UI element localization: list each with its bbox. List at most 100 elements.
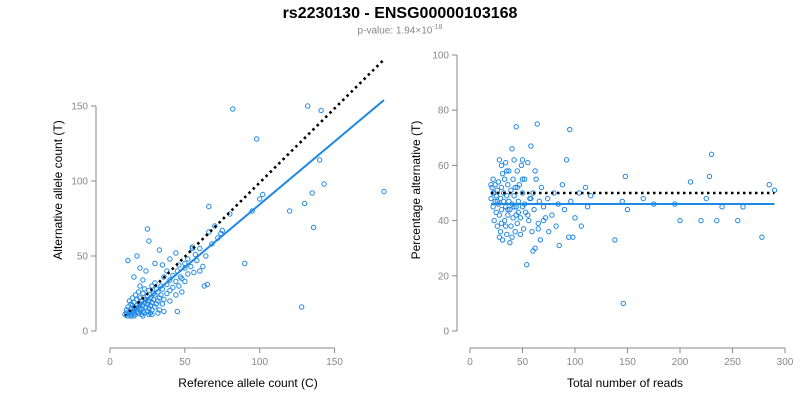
chart-left-data-point xyxy=(150,290,157,297)
chart-left-data-point xyxy=(156,307,163,313)
chart-left-data-point xyxy=(161,274,167,280)
chart-right-data-point xyxy=(517,215,524,221)
chart-left-data-point xyxy=(135,289,142,295)
chart-left-data-point xyxy=(309,190,315,196)
chart-right-data-point xyxy=(498,184,505,191)
chart-right-data-point xyxy=(532,168,538,174)
chart-right-data-point xyxy=(501,217,508,224)
chart-left-data-point xyxy=(161,296,167,303)
chart-right-data-point xyxy=(506,168,512,174)
p-value-subtitle: p-value: 1.94×10-18 xyxy=(0,24,800,36)
chart-right-data-point xyxy=(687,179,694,185)
chart-right-data-point xyxy=(499,170,506,177)
chart-left-data-point xyxy=(192,251,199,258)
chart-left-data-point xyxy=(260,191,266,198)
chart-right-data-point xyxy=(735,217,741,224)
chart-left-data-point xyxy=(301,200,308,207)
chart-left-data-point xyxy=(152,260,158,267)
chart-right-data-point xyxy=(525,212,531,218)
chart-left-data-point xyxy=(144,301,151,307)
chart-left-data-point xyxy=(316,157,323,163)
chart-left-data-point xyxy=(242,260,248,267)
chart-left-data-point xyxy=(144,226,151,232)
chart-left-data-point xyxy=(128,301,134,307)
chart-right-data-point xyxy=(519,190,526,196)
chart-right-data-point xyxy=(537,237,544,243)
chart-right-data-point xyxy=(545,195,551,202)
chart-right-y-tick-label: 100 xyxy=(432,51,449,62)
chart-left-data-point xyxy=(128,313,134,319)
chart-left-data-point xyxy=(134,253,140,259)
chart-right-data-point xyxy=(535,220,541,227)
chart-right-data-point xyxy=(512,228,518,235)
chart-left-data-point xyxy=(137,265,143,271)
chart-right-data-point xyxy=(546,228,552,235)
chart-right-data-point xyxy=(708,151,715,158)
chart-left-data-point xyxy=(185,256,191,262)
chart-left-data-point xyxy=(138,311,145,318)
chart-left-data-point xyxy=(286,208,293,214)
chart-right-data-point xyxy=(519,176,526,182)
chart-left-data-point xyxy=(155,310,161,316)
chart-right-data-point xyxy=(561,206,568,213)
chart-right-data-point xyxy=(524,262,530,268)
chart-right-data-point xyxy=(540,204,547,210)
chart-right-data-point xyxy=(504,193,510,199)
chart-left-data-point xyxy=(155,298,161,304)
chart-left-data-point xyxy=(254,136,260,142)
chart-right-data-point xyxy=(567,126,573,133)
chart-left-data-point xyxy=(167,256,173,262)
chart-right-data-point xyxy=(556,242,562,249)
chart-right-data-point xyxy=(511,157,517,163)
chart-left-data-point xyxy=(129,295,136,301)
chart-left-data-point xyxy=(156,295,163,301)
chart-left-data-point xyxy=(131,313,137,319)
chart-left-data-point xyxy=(132,292,139,298)
chart-left-y-tick-label: 50 xyxy=(77,252,89,263)
chart-right-data-point xyxy=(568,198,574,204)
chart-right-data-point xyxy=(622,173,629,180)
chart-left-x-axis-title: Reference allele count (C) xyxy=(178,376,317,390)
chart-left-data-point xyxy=(149,311,155,318)
chart-right-data-point xyxy=(510,215,516,221)
chart-left-data-point xyxy=(156,247,163,253)
chart-left-data-point xyxy=(201,283,208,289)
chart-left-data-point xyxy=(164,268,170,274)
chart-left-data-point xyxy=(185,271,191,277)
chart-right-data-point xyxy=(497,228,504,235)
chart-left-data-point xyxy=(188,263,194,270)
chart-left-data-point xyxy=(304,103,311,109)
chart-left-data-point xyxy=(173,250,179,256)
chart-right-data-point xyxy=(500,198,507,204)
chart-right-x-axis-title: Total number of reads xyxy=(567,376,683,390)
chart-left-data-point xyxy=(204,281,211,288)
chart-right-data-point xyxy=(513,212,519,218)
chart-right-data-point xyxy=(529,228,535,235)
chart-left-data-point xyxy=(143,304,149,310)
chart-right-x-tick-label: 0 xyxy=(467,357,473,368)
chart-right-data-point xyxy=(496,212,503,218)
chart-left-data-point xyxy=(173,278,179,285)
chart-left-data-point xyxy=(230,106,236,112)
chart-left-data-point xyxy=(197,245,203,252)
page-title: rs2230130 - ENSG00000103168 xyxy=(282,5,518,22)
chart-right-data-point xyxy=(505,182,511,188)
chart-left-data-point xyxy=(131,299,137,306)
chart-right-data-point xyxy=(509,234,515,240)
chart-right-data-point xyxy=(510,176,516,182)
chart-left-data-point xyxy=(147,302,154,309)
chart-left-data-point xyxy=(167,277,173,283)
chart-right-data-point xyxy=(528,195,534,202)
chart-left-y-tick-label: 100 xyxy=(71,177,88,188)
chart-right-data-point xyxy=(521,176,528,182)
chart-left-data-point xyxy=(146,298,152,304)
chart-left-data-point xyxy=(177,274,184,280)
p-value-text: p-value: 1.94×10 xyxy=(357,25,433,37)
chart-left-data-point xyxy=(173,292,179,298)
chart-right-data-point xyxy=(507,206,513,213)
chart-right-data-point xyxy=(517,231,524,238)
chart-right-data-point xyxy=(501,176,508,182)
chart-right-data-point xyxy=(504,231,510,238)
chart-left-data-point xyxy=(170,284,176,291)
